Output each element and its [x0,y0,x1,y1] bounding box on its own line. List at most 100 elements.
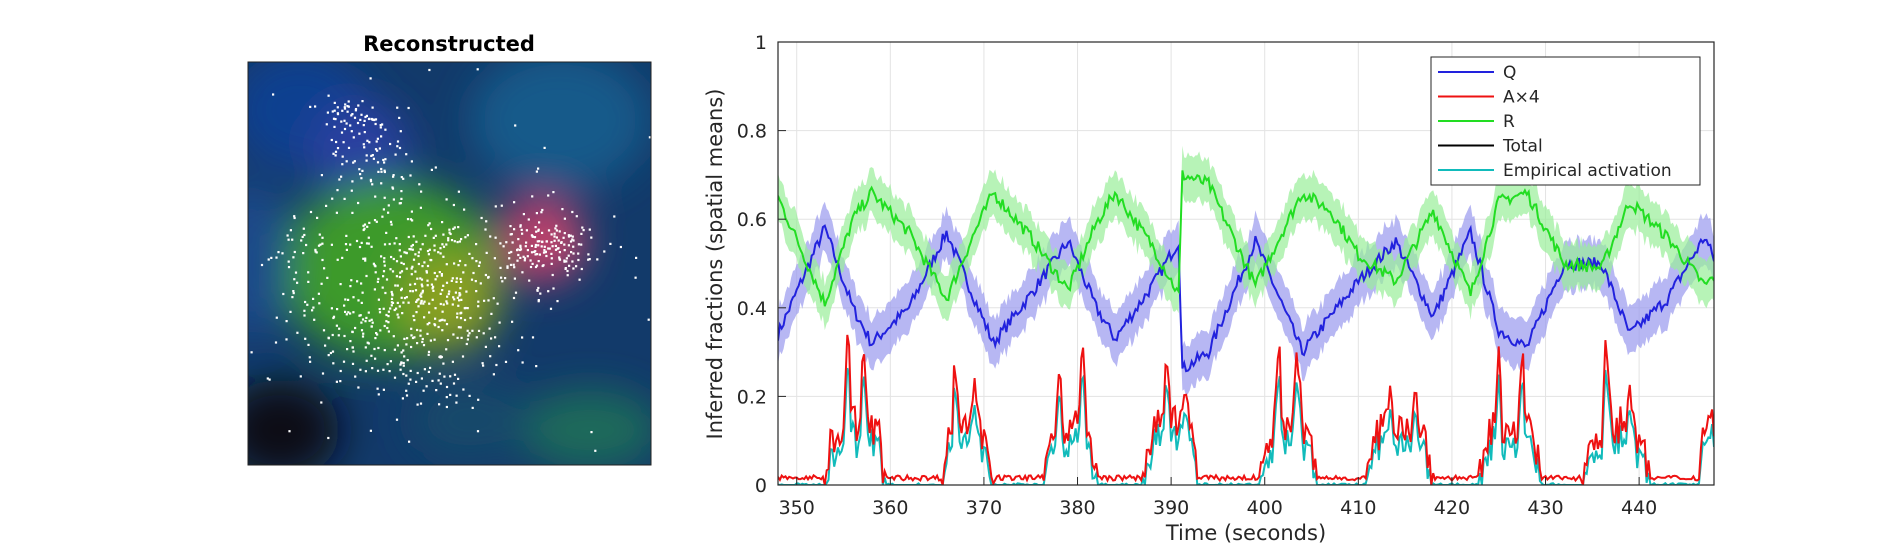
event-dot [572,267,575,270]
event-dot [519,224,522,227]
event-dot [392,198,395,201]
event-dot [343,107,347,110]
event-dot [550,257,553,260]
event-dot [427,224,430,227]
event-dot [471,257,474,260]
event-dot [402,262,405,266]
event-dot [433,338,436,341]
event-dot [362,228,365,232]
event-dot [409,218,412,221]
event-dot [376,161,380,164]
event-dot [377,346,380,350]
event-dot [466,234,469,237]
event-dot [355,239,359,243]
event-dot [360,321,363,324]
event-dot [647,318,650,321]
event-dot [517,253,520,257]
event-dot [342,141,345,144]
event-dot [351,211,354,214]
event-dot [494,205,497,208]
event-dot [383,257,386,260]
event-dot [415,240,418,243]
event-dot [572,252,575,255]
event-dot [480,216,483,220]
event-dot [467,334,470,337]
event-dot [426,264,430,268]
event-dot [383,349,386,352]
event-dot [463,208,466,211]
event-dot [577,258,580,262]
event-dot [383,170,386,174]
event-dot [452,333,455,336]
event-dot [493,257,496,260]
event-dot [327,436,330,440]
event-dot [430,168,433,171]
event-dot [303,233,306,237]
event-dot [398,305,401,308]
event-dot [385,231,388,234]
event-dot [410,345,413,349]
event-dot [542,264,545,267]
event-dot [365,316,368,319]
event-dot [528,279,531,282]
event-dot [416,328,419,332]
event-dot [330,307,333,310]
event-dot [398,116,401,119]
event-dot [552,287,555,290]
event-dot [396,106,399,109]
event-dot [405,343,408,346]
event-dot [483,299,486,302]
event-dot [428,222,431,225]
event-dot [361,169,364,172]
event-dot [422,389,425,392]
event-dot [281,252,284,255]
legend-label: Empirical activation [1503,161,1672,181]
event-dot [409,248,412,251]
event-dot [426,279,429,282]
event-dot [409,369,412,372]
event-dot [351,362,355,365]
event-dot [370,245,373,248]
event-dot [458,240,461,243]
event-dot [575,215,578,218]
event-dot [332,315,336,318]
event-dot [387,330,390,333]
event-dot [393,348,396,351]
event-dot [314,105,317,108]
event-dot [429,366,432,369]
event-dot [558,230,561,233]
event-dot [420,190,423,193]
event-dot [389,142,392,146]
event-dot [371,154,374,157]
event-dot [411,248,414,251]
event-dot [448,231,451,234]
event-dot [416,299,419,302]
event-dot [301,235,304,238]
event-dot [347,100,350,103]
event-dot [534,245,537,248]
event-dot [358,132,361,135]
event-dot [420,278,424,281]
event-dot [557,239,560,242]
event-dot [419,302,422,305]
event-dot [357,386,360,389]
event-dot [408,440,411,443]
event-dot [550,233,553,236]
event-dot [339,369,342,373]
event-dot [456,312,459,315]
event-dot [529,265,533,269]
event-dot [498,321,501,324]
event-dot [308,356,311,359]
event-dot [326,111,329,114]
event-dot [347,146,351,149]
event-dot [399,368,402,371]
event-dot [457,226,460,229]
event-dot [379,124,382,127]
event-dot [425,271,428,274]
event-dot [460,298,463,301]
event-dot [296,331,299,334]
event-dot [346,348,349,351]
event-dot [309,105,312,108]
event-dot [289,310,292,313]
event-dot [405,374,408,377]
